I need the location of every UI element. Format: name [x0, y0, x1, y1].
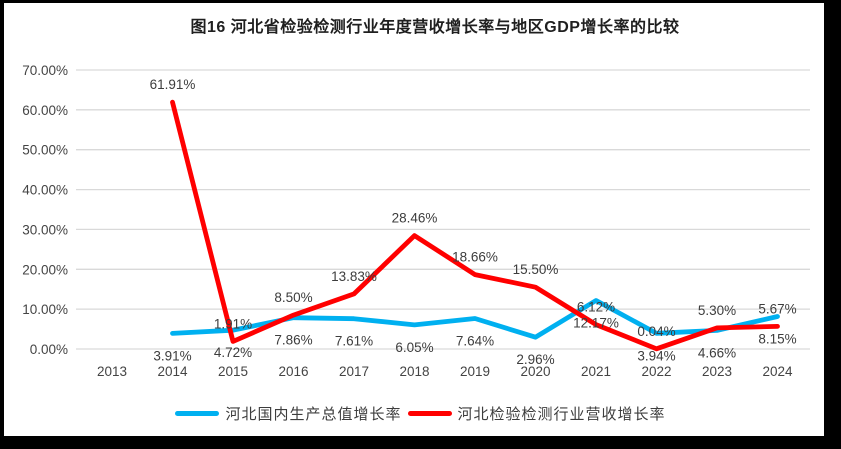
- x-tick-label: 2014: [157, 364, 188, 379]
- x-tick-label: 2018: [399, 364, 429, 379]
- y-tick-label: 20.00%: [22, 262, 68, 277]
- data-point-label: 3.91%: [153, 348, 191, 363]
- data-point-label: 2.96%: [516, 352, 554, 367]
- x-tick-label: 2022: [641, 364, 671, 379]
- data-point-label: 12.17%: [573, 316, 619, 331]
- data-point-label: 1.91%: [214, 316, 252, 331]
- gdp-line-swatch-icon: [175, 411, 220, 416]
- series-line-revenue: [170, 99, 780, 352]
- data-point-label: 0.04%: [637, 324, 675, 339]
- data-point-label: 4.72%: [214, 345, 252, 360]
- data-point-label: 5.30%: [698, 303, 736, 318]
- y-tick-label: 30.00%: [22, 222, 68, 237]
- series-line-gdp: [170, 298, 780, 340]
- legend-item-revenue: 河北检验检测行业营收增长率: [407, 403, 666, 424]
- chart-background-sheet: [4, 3, 824, 436]
- revenue-line-swatch-icon: [407, 411, 452, 416]
- data-point-label: 28.46%: [392, 211, 438, 226]
- data-point-label: 5.67%: [758, 301, 796, 316]
- x-tick-label: 2013: [97, 364, 127, 379]
- data-point-label: 6.12%: [577, 300, 615, 315]
- data-point-label: 8.15%: [758, 332, 796, 347]
- chart-title: 图16 河北省检验检测行业年度营收增长率与地区GDP增长率的比较: [190, 19, 680, 36]
- y-tick-label: 40.00%: [22, 183, 68, 198]
- data-point-label: 13.83%: [331, 269, 377, 284]
- x-tick-label: 2024: [762, 364, 793, 379]
- data-point-label: 7.64%: [456, 334, 494, 349]
- data-point-label: 7.61%: [335, 334, 373, 349]
- legend-label-revenue: 河北检验检测行业营收增长率: [457, 406, 666, 423]
- y-tick-label: 60.00%: [22, 103, 68, 118]
- x-tick-label: 2017: [339, 364, 369, 379]
- y-tick-label: 70.00%: [22, 63, 68, 78]
- data-point-label: 3.94%: [637, 348, 675, 363]
- x-tick-label: 2016: [278, 364, 308, 379]
- data-point-label: 6.05%: [395, 340, 433, 355]
- x-tick-label: 2015: [218, 364, 248, 379]
- x-tick-label: 2021: [581, 364, 611, 379]
- x-tick-label: 2020: [520, 364, 550, 379]
- legend-label-gdp: 河北国内生产总值增长率: [225, 406, 402, 423]
- data-point-label: 18.66%: [452, 250, 498, 265]
- data-point-label: 4.66%: [698, 345, 736, 360]
- y-tick-label: 10.00%: [22, 302, 68, 317]
- data-point-label: 8.50%: [274, 290, 312, 305]
- data-point-label: 7.86%: [274, 333, 312, 348]
- x-tick-label: 2019: [460, 364, 490, 379]
- legend-item-gdp: 河北国内生产总值增长率: [175, 403, 401, 424]
- data-point-label: 15.50%: [513, 262, 559, 277]
- y-tick-label: 50.00%: [22, 143, 68, 158]
- y-tick-label: 0.00%: [30, 342, 68, 357]
- x-tick-label: 2023: [702, 364, 732, 379]
- chart-legend: 河北国内生产总值增长率 河北检验检测行业营收增长率: [0, 403, 841, 424]
- data-point-label: 61.91%: [150, 77, 196, 92]
